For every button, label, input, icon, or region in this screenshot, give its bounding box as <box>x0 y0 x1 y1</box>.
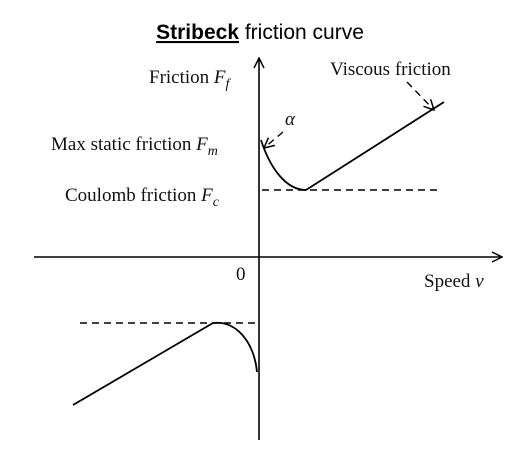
title-rest: friction curve <box>239 21 364 44</box>
friction-axis-label: Friction Ff <box>149 67 232 92</box>
coulomb-friction-label: Coulomb friction Fc <box>65 185 220 210</box>
alpha-label: α <box>285 109 296 130</box>
viscous-friction-label: Viscous friction <box>330 59 451 80</box>
title-bold-word: Stribeck <box>156 21 239 44</box>
speed-axis-label: Speed v <box>424 271 484 292</box>
max-static-friction-label: Max static friction Fm <box>51 134 218 159</box>
alpha-pointer-arrow <box>264 131 284 148</box>
viscous-pointer-arrow <box>406 81 434 110</box>
diagram-title: Stribeck friction curve <box>156 21 364 44</box>
positive-stribeck-curve <box>260 101 445 191</box>
origin-label: 0 <box>236 264 246 285</box>
negative-stribeck-curve <box>72 321 258 406</box>
